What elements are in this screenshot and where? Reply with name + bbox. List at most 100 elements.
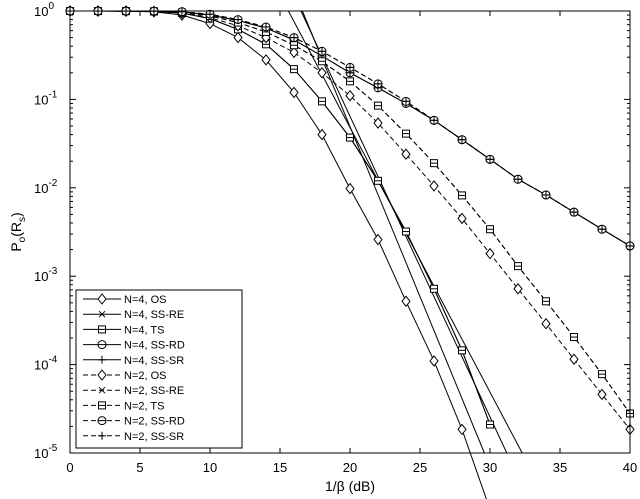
x-tick-label: 35 — [553, 460, 567, 475]
series-10-point — [346, 63, 354, 72]
asymptote-line-1 — [301, 10, 485, 454]
y-axis-label-sub1: o — [17, 236, 28, 242]
series-10-point — [570, 208, 578, 217]
series-6-point — [317, 66, 327, 79]
series-8-point — [486, 225, 494, 234]
y-tick-label: 10-2 — [34, 178, 58, 196]
legend-label-1: N=4, OS — [124, 294, 167, 306]
series-8-point — [570, 333, 578, 342]
legend-marker-5 — [98, 355, 106, 364]
series-10-point — [262, 22, 270, 31]
series-10-point — [374, 79, 382, 88]
series-6-point — [597, 388, 607, 401]
x-tick-label: 20 — [343, 460, 357, 475]
y-tick-label: 10-4 — [34, 355, 58, 373]
x-tick-label: 10 — [203, 460, 217, 475]
y-tick-label: 10-5 — [34, 443, 58, 461]
series-10-point — [402, 97, 410, 106]
x-tick-label: 40 — [623, 460, 637, 475]
legend-label-8: N=2, TS — [124, 400, 164, 412]
series-line-6 — [70, 10, 631, 430]
y-axis-label-mid: (R — [8, 222, 24, 237]
legend-marker-7 — [98, 386, 106, 394]
series-8-point — [318, 57, 326, 66]
legend-label-9: N=2, SS-RD — [124, 416, 185, 428]
series-8-point — [598, 370, 606, 379]
legend-marker-3 — [98, 325, 106, 334]
series-6-point — [513, 283, 523, 295]
series-1-point — [345, 182, 355, 195]
series-1-point — [317, 128, 327, 141]
series-1-point — [289, 86, 299, 99]
x-tick-label: 15 — [273, 460, 287, 475]
x-tick-label: 25 — [413, 460, 427, 475]
series-6-point — [401, 148, 411, 160]
series-6-point — [569, 353, 579, 366]
x-axis-label: 1/β (dB) — [325, 478, 375, 494]
series-6-point — [373, 117, 383, 129]
y-axis-label-main: P — [8, 242, 24, 251]
series-1-point — [233, 31, 243, 44]
series-3-point — [430, 284, 438, 293]
series-3-point — [374, 176, 382, 185]
y-axis-label-sub2: s — [17, 217, 28, 222]
legend-marker-9 — [97, 416, 107, 426]
legend-marker-10 — [98, 431, 106, 440]
series-10-point — [234, 15, 242, 24]
legend-label-7: N=2, SS-RE — [124, 385, 184, 397]
x-tick-label: 30 — [483, 460, 497, 475]
series-1-point — [429, 355, 439, 367]
legend-label-5: N=4, SS-SR — [124, 355, 184, 367]
legend-label-2: N=4, SS-RE — [124, 309, 184, 321]
series-1-point — [401, 295, 411, 308]
series-6-point — [457, 212, 467, 225]
series-8-point — [374, 101, 382, 110]
series-10-point — [178, 7, 186, 16]
series-3-point — [402, 227, 410, 236]
series-6-point — [485, 247, 495, 260]
series-3-point — [290, 65, 298, 74]
series-3-point — [458, 346, 466, 355]
series-8-point — [542, 297, 550, 306]
y-axis-label: Po(Rs) — [8, 212, 28, 251]
series-1-point — [373, 233, 383, 246]
y-tick-label: 10-3 — [34, 266, 58, 284]
series-10-point — [598, 225, 606, 234]
series-10-point — [514, 175, 522, 184]
legend-marker-4 — [97, 340, 107, 350]
series-6-point — [541, 317, 551, 330]
legend-marker-2 — [98, 310, 106, 318]
series-8-point — [402, 129, 410, 138]
y-tick-label: 100 — [34, 1, 54, 19]
legend-marker-1 — [97, 293, 107, 305]
y-axis-label-end: ) — [8, 212, 24, 217]
legend-label-10: N=2, SS-SR — [124, 431, 184, 443]
legend-label-6: N=2, OS — [124, 370, 167, 382]
legend-marker-8 — [98, 401, 106, 410]
series-6-point — [429, 180, 439, 192]
series-6-point — [345, 89, 355, 102]
series-8-point — [430, 159, 438, 168]
x-tick-label: 0 — [66, 460, 73, 475]
series-1-point — [457, 423, 467, 436]
legend-label-4: N=4, SS-RD — [124, 340, 185, 352]
series-1-point — [261, 54, 271, 66]
series-8-point — [458, 191, 466, 200]
series-3-point — [486, 420, 494, 429]
series-8-point — [514, 262, 522, 271]
series-6-point — [289, 46, 299, 59]
series-3-point — [346, 133, 354, 142]
y-tick-label: 10-1 — [34, 89, 58, 107]
series-10-point — [486, 155, 494, 164]
x-tick-label: 5 — [136, 460, 143, 475]
series-3-point — [318, 97, 326, 106]
series-10-point — [430, 116, 438, 125]
series-10-point — [318, 47, 326, 56]
legend-label-3: N=4, TS — [124, 324, 164, 336]
series-10-point — [290, 33, 298, 42]
series-8-point — [346, 77, 354, 86]
series-10-point — [542, 190, 550, 199]
series-10-point — [458, 135, 466, 144]
series-8-point — [290, 41, 298, 50]
